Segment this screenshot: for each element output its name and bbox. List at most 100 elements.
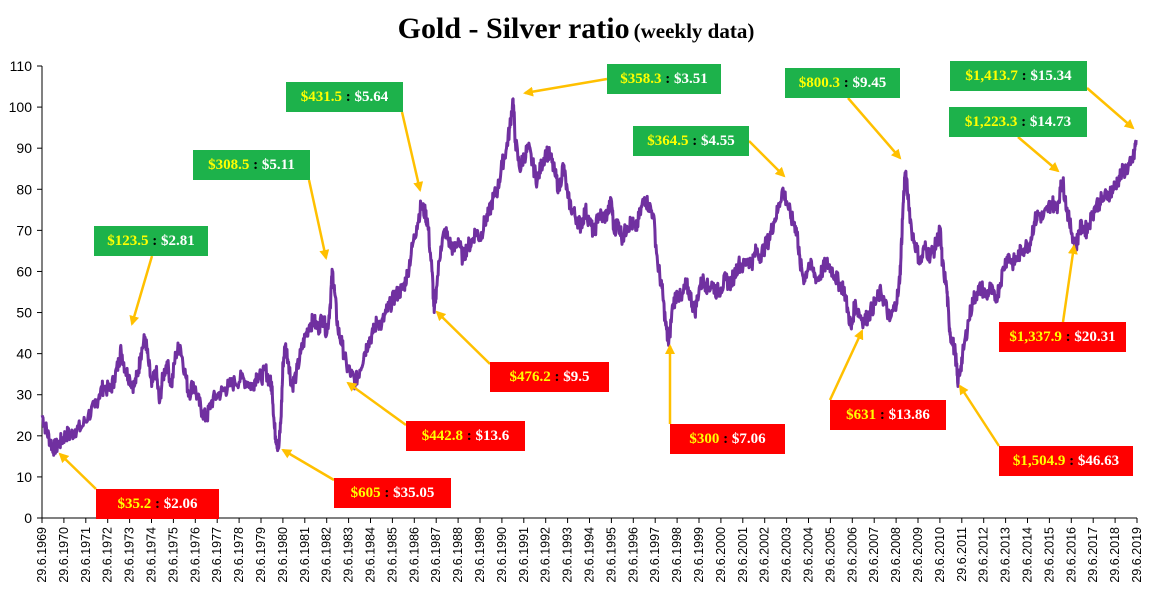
x-tick-label: 29.6.1984	[364, 527, 378, 583]
annotation-silver-price: $3.51	[674, 71, 708, 87]
x-axis-labels: 29.6.1969 29.6.1970 29.6.1971 29.6.1972 29.6…	[35, 527, 1144, 583]
x-tick-label: 29.6.1982	[320, 527, 334, 583]
x-tick-label: 29.6.2009	[911, 527, 925, 583]
annotation-gold-price: $800.3	[798, 75, 840, 91]
annotation-gold-price: $35.2	[117, 496, 152, 512]
x-tick-label: 29.6.1993	[561, 527, 575, 583]
annotation-separator: :	[719, 431, 732, 447]
y-tick-label: 80	[16, 181, 32, 197]
x-tick-label: 29.6.2011	[955, 527, 969, 582]
ratio-series	[40, 97, 1138, 457]
annotation-box-red: $1,504.9 : $46.63	[999, 446, 1133, 476]
x-tick-label: 29.6.1976	[188, 527, 202, 583]
x-tick-label: 29.6.1989	[473, 527, 487, 583]
annotation-arrow	[58, 452, 97, 490]
x-tick-label: 29.6.2004	[802, 527, 816, 583]
annotation-separator: :	[380, 485, 394, 501]
annotation-arrow	[307, 179, 330, 260]
annotation-box-red: $300 : $7.06	[670, 424, 785, 454]
x-tick-label: 29.6.2013	[999, 527, 1013, 583]
annotation-silver-price: $13.86	[888, 407, 930, 423]
annotation-box-red: $1,337.9 : $20.31	[999, 322, 1126, 352]
y-tick-label: 70	[16, 222, 32, 238]
annotation-separator: :	[840, 75, 853, 91]
x-tick-label: 29.6.1990	[495, 527, 509, 583]
y-tick-label: 60	[16, 263, 32, 279]
x-tick-label: 29.6.1987	[429, 527, 443, 583]
x-tick-label: 29.6.1980	[276, 527, 290, 583]
annotation-separator: :	[151, 496, 164, 512]
annotation-arrow	[400, 111, 424, 192]
x-tick-label: 29.6.1995	[604, 527, 618, 583]
annotation-silver-price: $13.6	[475, 428, 510, 444]
annotation-gold-price: $358.3	[620, 71, 662, 87]
annotation-gold-price: $631	[846, 407, 877, 423]
x-tick-label: 29.6.1969	[35, 527, 49, 583]
chart-title: Gold - Silver ratio (weekly data)	[0, 12, 1152, 46]
annotation-box-green: $358.3 : $3.51	[607, 64, 721, 94]
annotation-separator: :	[249, 157, 262, 173]
x-tick-label: 29.6.1983	[342, 527, 356, 583]
y-tick-label: 110	[10, 58, 33, 74]
x-tick-label: 29.6.2017	[1086, 527, 1100, 583]
x-tick-label: 29.6.1978	[232, 527, 246, 583]
x-tick-label: 29.6.2016	[1064, 527, 1078, 583]
annotation-silver-price: $9.45	[852, 75, 887, 91]
annotation-box-green: $1,223.3 : $14.73	[949, 107, 1087, 137]
chart-title-sub: (weekly data)	[633, 19, 755, 43]
annotation-arrow	[346, 381, 407, 427]
annotation-box-green: $364.5 : $4.55	[633, 126, 749, 156]
annotation-gold-price: $300	[689, 431, 720, 447]
x-tick-label: 29.6.1972	[101, 527, 115, 583]
annotation-silver-price: $15.34	[1030, 68, 1072, 84]
y-tick-label: 10	[16, 469, 32, 485]
x-tick-label: 29.6.1971	[79, 527, 93, 583]
annotation-separator: :	[876, 407, 889, 423]
y-tick-label: 40	[16, 346, 32, 362]
annotation-silver-price: $46.63	[1077, 453, 1120, 469]
annotation-gold-price: $123.5	[107, 233, 149, 249]
annotation-box-green: $308.5 : $5.11	[193, 150, 310, 180]
x-tick-label: 29.6.1994	[583, 527, 597, 583]
x-tick-label: 29.6.2006	[845, 527, 859, 583]
axes	[37, 65, 1138, 523]
x-tick-label: 29.6.2007	[867, 527, 881, 583]
x-tick-label: 29.6.2000	[714, 527, 728, 583]
annotation-silver-price: $20.31	[1074, 329, 1116, 345]
annotation-box-red: $35.2 : $2.06	[96, 489, 219, 519]
annotation-arrow	[129, 255, 154, 326]
x-tick-label: 29.6.1985	[385, 527, 399, 583]
annotation-separator: :	[661, 71, 674, 87]
x-tick-label: 29.6.2005	[823, 527, 837, 583]
x-tick-label: 29.6.2001	[736, 527, 750, 583]
x-tick-label: 29.6.2014	[1021, 527, 1035, 583]
annotation-gold-price: $1,337.9	[1009, 329, 1062, 345]
annotation-gold-price: $442.8	[421, 428, 463, 444]
x-tick-label: 29.6.2015	[1042, 527, 1056, 583]
x-tick-label: 29.6.1992	[539, 527, 553, 583]
annotation-arrow	[1086, 87, 1135, 130]
x-tick-label: 29.6.1970	[57, 527, 71, 583]
annotation-silver-price: $5.11	[261, 157, 295, 173]
annotation-box-green: $800.3 : $9.45	[785, 68, 900, 98]
x-tick-label: 29.6.2019	[1130, 527, 1144, 583]
annotation-arrow	[1017, 136, 1060, 173]
x-tick-label: 29.6.1981	[298, 527, 312, 583]
ratio-line	[40, 97, 1138, 457]
annotation-arrow	[958, 384, 1001, 447]
annotation-separator: :	[1065, 453, 1078, 469]
annotation-separator: :	[342, 89, 355, 105]
annotation-silver-price: $5.64	[354, 89, 389, 105]
annotation-gold-price: $364.5	[647, 133, 689, 149]
chart-title-main: Gold - Silver ratio	[397, 12, 630, 45]
annotation-gold-price: $1,413.7	[965, 68, 1018, 84]
annotation-box-green: $123.5 : $2.81	[94, 226, 208, 256]
annotation-silver-price: $9.5	[563, 369, 590, 385]
annotation-arrow	[281, 448, 335, 482]
annotation-silver-price: $2.81	[161, 233, 195, 249]
annotation-silver-price: $2.06	[163, 496, 198, 512]
annotation-silver-price: $4.55	[701, 133, 735, 149]
x-tick-label: 29.6.2003	[780, 527, 794, 583]
x-tick-label: 29.6.1975	[166, 527, 180, 583]
